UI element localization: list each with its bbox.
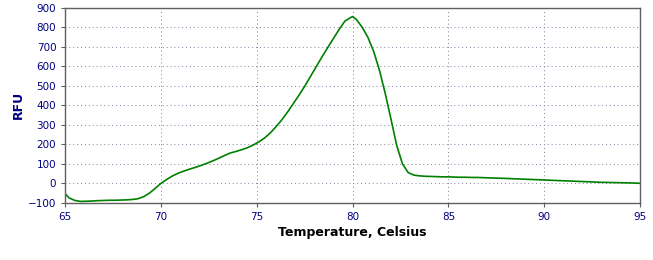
X-axis label: Temperature, Celsius: Temperature, Celsius (278, 226, 427, 239)
Y-axis label: RFU: RFU (12, 91, 25, 119)
